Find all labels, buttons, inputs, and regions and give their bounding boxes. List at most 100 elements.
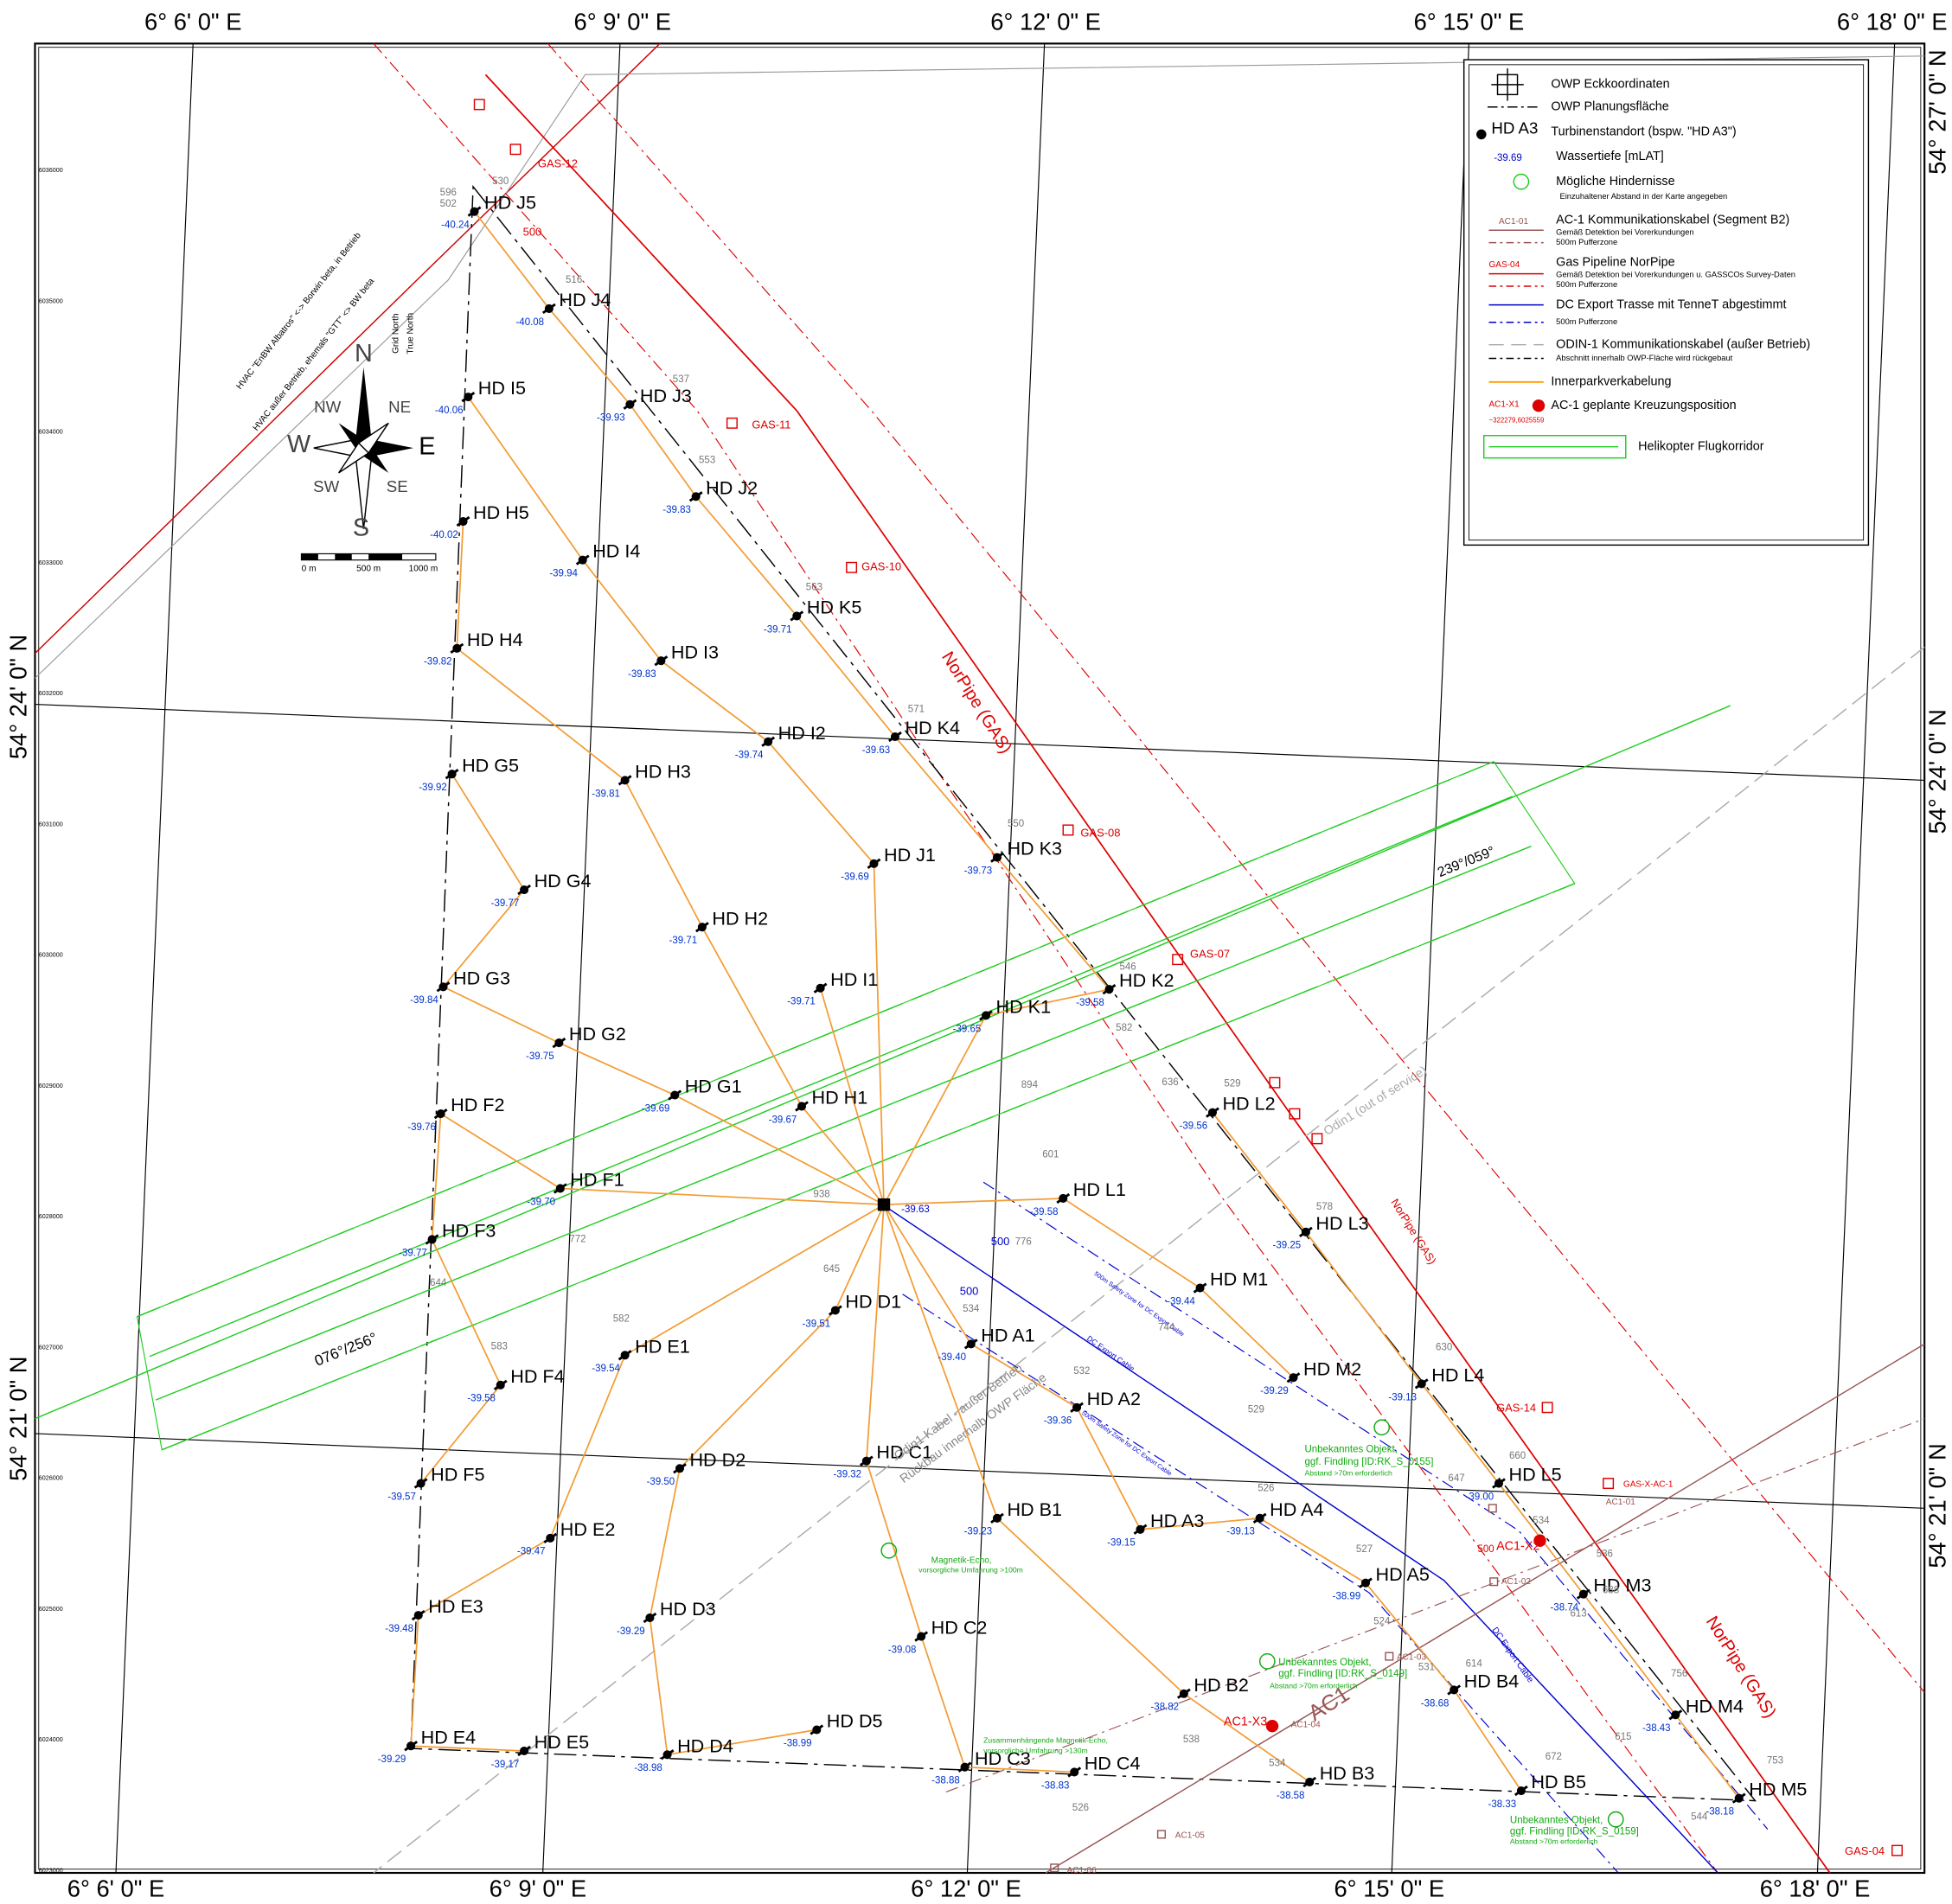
depth-label: -40.06 <box>435 406 464 416</box>
longitude-label: 6° 15' 0" E <box>1414 9 1525 35</box>
northing-label: 6029000 <box>39 1082 63 1089</box>
depth-label: -39.71 <box>787 997 816 1007</box>
turbine-label: HD M4 <box>1686 1695 1744 1716</box>
turbine-label: HD I4 <box>592 540 640 562</box>
legend-label: AC1-X1 <box>1488 399 1520 409</box>
legend-symbol <box>1533 399 1545 412</box>
latitude-label: 54° 21' 0" N <box>4 1357 31 1481</box>
northing-label: 6023000 <box>39 1866 63 1874</box>
turbine-label: HD F1 <box>570 1169 624 1191</box>
depth-label: -39.50 <box>647 1477 675 1487</box>
legend-label: OWP Eckkoordinaten <box>1551 78 1669 92</box>
turbine-label: HD J3 <box>640 385 692 406</box>
scale-label: 1000 m <box>409 564 438 573</box>
turbine-label: HD D2 <box>689 1448 746 1470</box>
turbine-label: HD M2 <box>1303 1358 1361 1379</box>
depth-label: -39.83 <box>628 669 656 680</box>
turbine-label: HD J4 <box>559 289 611 310</box>
distance-label: 756 <box>1671 1669 1687 1679</box>
turbine-label: HD D5 <box>827 1710 883 1732</box>
turbine-label: HD H4 <box>467 629 523 650</box>
distance-label: 546 <box>1119 962 1136 972</box>
scale-segment <box>301 553 317 559</box>
distance-label: 526 <box>1072 1803 1089 1813</box>
longitude-label: 6° 6' 0" E <box>144 9 241 35</box>
longitude-label: 6° 12' 0" E <box>990 9 1101 35</box>
legend-label: Abschnitt innerhalb OWP-Fläche wird rück… <box>1556 354 1733 362</box>
depth-label: -39.48 <box>385 1624 413 1634</box>
distance-label: 647 <box>1448 1473 1464 1484</box>
substation <box>878 1198 890 1211</box>
northing-label: 6028000 <box>39 1212 63 1220</box>
depth-label: -39.32 <box>833 1470 861 1480</box>
depth-label: -39.56 <box>1180 1121 1208 1132</box>
turbine-label: HD I1 <box>830 968 878 990</box>
distance-label: 526 <box>1258 1483 1274 1493</box>
legend-label: 500m Pufferzone <box>1556 238 1617 246</box>
turbine-label: HD G4 <box>534 870 592 891</box>
scale-segment <box>368 553 402 559</box>
depth-label: -39.82 <box>424 657 452 668</box>
depth-label: -39.44 <box>1167 1296 1195 1307</box>
map-label: Zusammenhängende Magnetik-Echo, <box>983 1736 1108 1745</box>
map-label: AC1-02 <box>1501 1577 1532 1587</box>
turbine-label: HD L1 <box>1073 1179 1126 1200</box>
turbine-label: HD K3 <box>1007 838 1062 859</box>
scale-bar <box>301 553 435 559</box>
turbine-label: HD L3 <box>1315 1212 1368 1234</box>
map-label: vorsorgliche Umfahrung >100m <box>918 1566 1023 1575</box>
legend-label: AC1-01 <box>1499 217 1529 227</box>
distance-label: 644 <box>430 1278 447 1288</box>
map-label: ggf. Findling [ID:RK_S_0155] <box>1304 1457 1433 1467</box>
map-label: GAS-07 <box>1190 947 1230 960</box>
turbine-label: HD M1 <box>1210 1268 1268 1290</box>
depth-label: -39.77 <box>491 898 520 909</box>
compass-label: SE <box>387 477 408 495</box>
distance-label: 534 <box>1533 1516 1550 1526</box>
turbine-label: HD J5 <box>484 192 536 214</box>
turbine-label: HD H1 <box>812 1087 868 1109</box>
depth-label: -39.13 <box>1226 1527 1255 1537</box>
depth-label: -38.98 <box>634 1763 662 1773</box>
turbine-label: HD A4 <box>1270 1498 1323 1520</box>
depth-label: -38.43 <box>1642 1723 1671 1734</box>
depth-label: -39.75 <box>526 1051 554 1062</box>
map-label: Unbekanntes Objekt, <box>1510 1816 1603 1826</box>
legend-label: Innerparkverkabelung <box>1551 375 1671 389</box>
longitude-label: 6° 12' 0" E <box>911 1875 1021 1901</box>
turbine-label: HD C4 <box>1085 1753 1141 1774</box>
depth-label: -39.29 <box>1260 1386 1289 1396</box>
scale-segment <box>335 553 351 559</box>
compass-label: NE <box>388 398 411 416</box>
map-label: Unbekanntes Objekt, <box>1278 1658 1371 1668</box>
map-label: AC1-01 <box>1606 1498 1636 1507</box>
distance-label: 527 <box>1356 1544 1373 1555</box>
depth-label: -38.99 <box>784 1738 812 1748</box>
map-label: GAS-04 <box>1845 1844 1885 1857</box>
turbine-label: HD E2 <box>560 1518 616 1540</box>
depth-label: -39.63 <box>901 1204 930 1215</box>
compass-label: E <box>419 433 435 461</box>
turbine-label: HD F3 <box>442 1220 496 1242</box>
latitude-label: 54° 21' 0" N <box>1924 1443 1951 1568</box>
map-label: Magnetik-Echo, <box>931 1556 992 1565</box>
turbine-label: HD C2 <box>931 1617 988 1639</box>
depth-label: -39.00 <box>1466 1492 1494 1502</box>
turbine-label: HD G3 <box>453 967 510 988</box>
depth-label: -39.51 <box>803 1319 831 1329</box>
legend-label: DC Export Trasse mit TenneT abgestimmt <box>1556 297 1786 311</box>
northing-label: 6033000 <box>39 559 63 566</box>
map-label: GAS-10 <box>861 560 901 573</box>
turbine-label: HD E3 <box>428 1595 483 1617</box>
turbine-label: HD G5 <box>462 754 519 776</box>
distance-label: 534 <box>1269 1758 1286 1768</box>
northing-label: 6035000 <box>39 297 63 304</box>
turbine-label: HD D4 <box>677 1735 733 1756</box>
distance-label: 582 <box>613 1314 630 1325</box>
turbine-label: HD G1 <box>685 1076 742 1097</box>
longitude-label: 6° 18' 0" E <box>1760 1875 1871 1901</box>
distance-label: 537 <box>673 374 689 385</box>
map-label: GAS-X-AC-1 <box>1623 1480 1674 1490</box>
depth-label: -39.25 <box>1273 1241 1302 1251</box>
legend-label: Turbinenstandort (bspw. "HD A3") <box>1551 125 1736 138</box>
